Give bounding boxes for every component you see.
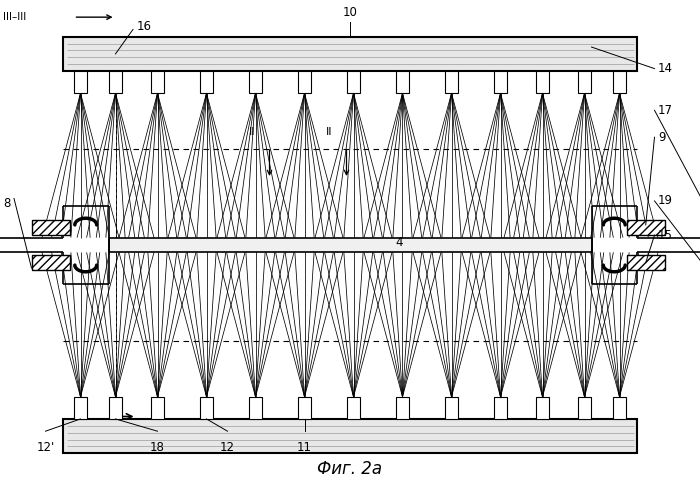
Text: 12: 12 bbox=[220, 441, 235, 454]
Bar bbox=[249, 71, 262, 93]
Bar bbox=[298, 71, 311, 93]
Bar bbox=[613, 397, 626, 419]
Bar bbox=[347, 397, 360, 419]
Bar bbox=[578, 71, 591, 93]
Text: II: II bbox=[326, 127, 332, 137]
Bar bbox=[63, 37, 637, 71]
Bar bbox=[626, 255, 665, 270]
Text: Фиг. 2a: Фиг. 2a bbox=[317, 460, 383, 478]
Bar bbox=[32, 220, 70, 235]
Bar bbox=[445, 71, 458, 93]
Text: 18: 18 bbox=[150, 441, 165, 454]
Bar bbox=[109, 397, 122, 419]
Bar bbox=[445, 397, 458, 419]
Bar bbox=[494, 397, 507, 419]
Text: III–III: III–III bbox=[4, 12, 27, 22]
Text: 11: 11 bbox=[297, 441, 312, 454]
Bar bbox=[494, 71, 507, 93]
Text: 8: 8 bbox=[4, 197, 10, 210]
Bar bbox=[74, 71, 87, 93]
Bar bbox=[151, 71, 164, 93]
Bar bbox=[32, 220, 70, 235]
Bar bbox=[626, 220, 665, 235]
Bar bbox=[200, 397, 213, 419]
Bar bbox=[200, 71, 213, 93]
Text: 15: 15 bbox=[658, 229, 673, 242]
Bar bbox=[108, 238, 592, 252]
Text: 4: 4 bbox=[395, 236, 402, 249]
Text: 9: 9 bbox=[658, 131, 666, 144]
Bar bbox=[151, 397, 164, 419]
Bar bbox=[626, 255, 665, 270]
Bar bbox=[63, 419, 637, 453]
Text: 12': 12' bbox=[36, 441, 55, 454]
Text: 14: 14 bbox=[658, 62, 673, 75]
Bar bbox=[249, 397, 262, 419]
Bar bbox=[298, 397, 311, 419]
Bar bbox=[536, 397, 549, 419]
Text: 10: 10 bbox=[342, 5, 358, 19]
Bar bbox=[74, 397, 87, 419]
Text: 19: 19 bbox=[658, 195, 673, 207]
Bar bbox=[396, 397, 409, 419]
Bar bbox=[613, 71, 626, 93]
Text: II: II bbox=[248, 127, 256, 137]
Bar bbox=[347, 71, 360, 93]
Bar bbox=[536, 71, 549, 93]
Bar bbox=[396, 71, 409, 93]
Bar bbox=[578, 397, 591, 419]
Text: 16: 16 bbox=[136, 21, 151, 33]
Bar bbox=[626, 220, 665, 235]
Bar bbox=[109, 71, 122, 93]
Text: 17: 17 bbox=[658, 104, 673, 117]
Bar bbox=[32, 255, 70, 270]
Bar bbox=[32, 255, 70, 270]
